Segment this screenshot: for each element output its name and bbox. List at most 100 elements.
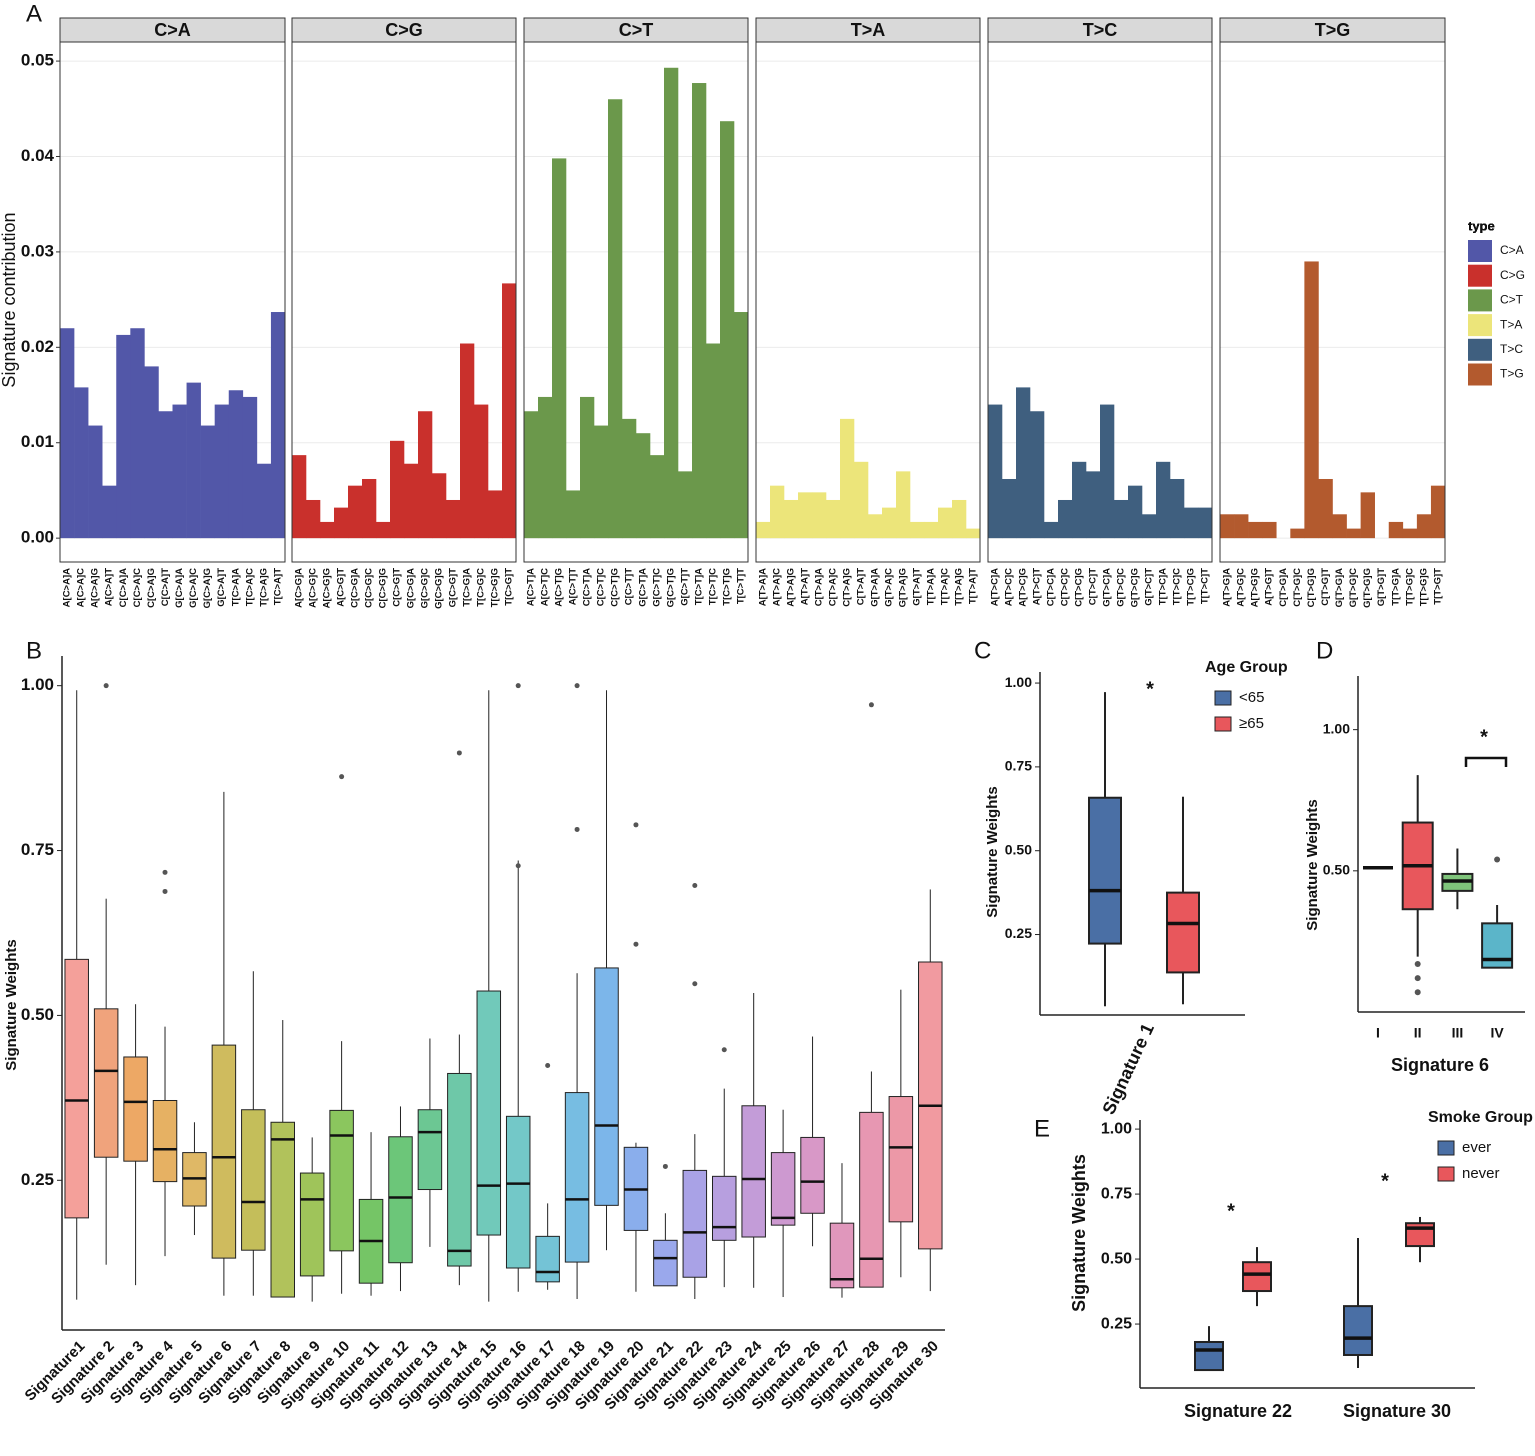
y-tick-label: 0.03 (21, 241, 54, 260)
box (270, 1121, 295, 1298)
bar (1058, 499, 1073, 539)
box (653, 1239, 678, 1287)
x-tick-label: C[C>G]A (350, 568, 361, 608)
box (152, 1099, 178, 1183)
y-tick-label: 0.50 (21, 1005, 54, 1024)
y-axis-label: Signature contribution (0, 212, 19, 387)
bar (678, 471, 693, 539)
box (388, 1136, 413, 1264)
x-tick-label: T[T>G]C (1404, 568, 1415, 606)
outlier (162, 888, 168, 894)
outlier (692, 883, 698, 889)
x-tick-label: C[C>A]T (160, 568, 171, 606)
bar (1170, 478, 1185, 539)
bar (706, 343, 721, 539)
x-tick-label: T[C>G]G (490, 568, 501, 607)
x-axis-label: Signature 6 (1391, 1055, 1489, 1075)
bar (144, 366, 159, 539)
x-tick-label: A[C>G]C (308, 568, 319, 608)
bar (1184, 507, 1199, 539)
bar (1430, 485, 1446, 539)
x-tick-label: A[C>A]G (90, 568, 101, 608)
legend-swatch (1468, 338, 1492, 361)
bar (1248, 521, 1263, 539)
x-tick-label: T[C>A]T (272, 568, 283, 605)
legend-swatch (1468, 314, 1492, 337)
x-tick-label: IV (1490, 1025, 1504, 1041)
facet-border (523, 41, 749, 563)
x-tick-label: A[T>G]G (1250, 568, 1261, 607)
bar (1388, 521, 1404, 539)
x-tick-label: A[C>T]A (526, 568, 537, 606)
x-tick-label: Signature 30 (1343, 1401, 1451, 1421)
x-tick-label: G[T>G]C (1348, 568, 1359, 607)
bar (1114, 499, 1129, 539)
x-tick-label: A[T>A]G (786, 568, 797, 607)
facet-strip (755, 17, 981, 43)
x-tick-label: T[T>C]T (1200, 568, 1211, 604)
bar (1100, 404, 1115, 539)
x-tick-label: A[T>C]G (1018, 568, 1029, 607)
outlier (456, 750, 462, 756)
x-tick-label: G[T>A]T (912, 568, 923, 606)
box (64, 958, 89, 1219)
bar (566, 490, 581, 539)
bar (1142, 514, 1157, 539)
x-tick-label: G[C>T]G (666, 568, 677, 607)
y-tick-label: 0.04 (21, 146, 55, 165)
x-tick-label: C[T>G]A (1278, 568, 1289, 607)
bar (812, 492, 827, 539)
bar (924, 521, 939, 539)
x-tick-label: A[C>A]C (76, 568, 87, 607)
outlier (574, 826, 580, 832)
x-tick-label: G[C>T]C (652, 568, 663, 607)
bar (622, 418, 637, 539)
outlier (162, 869, 168, 875)
legend-label: T>G (1500, 367, 1524, 381)
box (888, 1096, 914, 1223)
bar (770, 485, 785, 539)
x-tick-label: T[T>G]A (1390, 568, 1401, 606)
x-tick-label: T[T>C]G (1186, 568, 1197, 606)
facet-border (291, 41, 517, 563)
legend-swatch (1214, 716, 1232, 732)
x-tick-label: T[T>G]T (1432, 568, 1443, 605)
legend-swatch (1437, 1166, 1455, 1182)
bar (60, 328, 75, 539)
bar (594, 425, 609, 539)
y-tick-label: 1.00 (1005, 674, 1032, 690)
bar (242, 396, 258, 539)
facet-title: C>A (154, 20, 191, 40)
x-tick-label: C[C>T]G (610, 568, 621, 607)
box (859, 1111, 884, 1288)
x-tick-label: G[C>A]T (216, 568, 227, 607)
x-tick-label: T[T>G]G (1418, 568, 1429, 606)
x-tick-label: G[T>G]T (1376, 568, 1387, 606)
x-tick-label: A[T>G]A (1222, 568, 1233, 607)
legend-swatch (1468, 264, 1492, 287)
y-axis-label: Signature Weights (1069, 1154, 1089, 1312)
x-tick-label: G[T>A]G (898, 568, 909, 607)
x-tick-label: C[C>G]C (364, 568, 375, 608)
x-tick-label: C[C>A]A (118, 568, 129, 607)
box (1194, 1340, 1224, 1372)
x-tick-label: A[C>T]C (540, 568, 551, 606)
panel-letter: E (1034, 1115, 1050, 1142)
bar (1234, 514, 1249, 539)
x-tick-label: C[T>A]C (828, 568, 839, 606)
box (1343, 1305, 1373, 1356)
bar (116, 334, 131, 539)
x-tick-label: G[C>A]G (202, 568, 213, 608)
significance-bracket (1464, 756, 1508, 767)
bar (348, 485, 363, 539)
legend-label: ever (1462, 1139, 1491, 1156)
outlier (662, 1163, 668, 1169)
x-tick-label: T[C>A]G (258, 568, 269, 607)
x-tick-label: Signature 22 (1184, 1401, 1292, 1421)
bar (734, 312, 749, 539)
x-tick-label: T[C>T]T (736, 568, 747, 604)
bar (320, 521, 335, 539)
bar (1360, 492, 1375, 539)
y-axis-label: Signature Weights (1304, 799, 1321, 930)
